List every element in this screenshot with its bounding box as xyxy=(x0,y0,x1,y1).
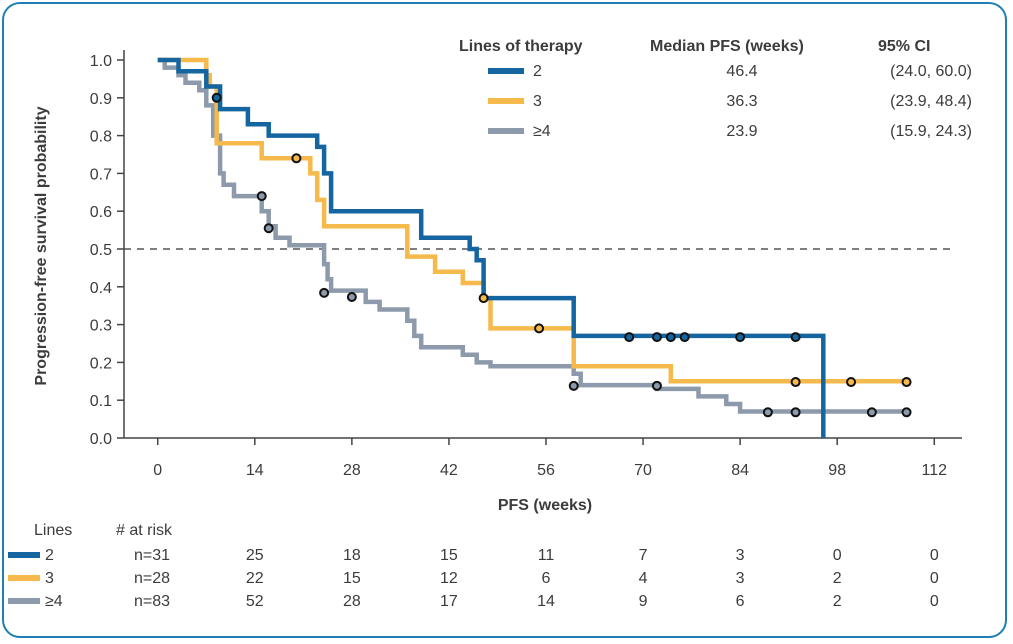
y-tick-label: 0.6 xyxy=(90,204,112,221)
risk-cell: 4 xyxy=(639,570,648,587)
risk-cell: 0 xyxy=(930,570,939,587)
censor-marker xyxy=(866,407,877,418)
risk-cell: 2 xyxy=(833,570,842,587)
censor-marker xyxy=(346,292,357,303)
risk-table: Lines # at risk xyxy=(34,522,173,539)
legend-label: 2 xyxy=(533,63,542,80)
legend-ci: (24.0, 60.0) xyxy=(890,63,972,80)
censor-marker xyxy=(790,407,801,418)
risk-cell: 2 xyxy=(833,593,842,610)
risk-cell: 3 xyxy=(736,547,745,564)
legend-median: 46.4 xyxy=(726,63,757,80)
y-tick-label: 0.2 xyxy=(90,355,112,372)
censor-marker xyxy=(901,377,912,388)
x-tick-label: 70 xyxy=(634,462,652,479)
series-line-ge4 xyxy=(157,57,907,414)
risk-cell: 14 xyxy=(537,593,555,610)
risk-cell: 9 xyxy=(639,593,648,610)
legend-label: 3 xyxy=(533,93,542,110)
legend-median: 23.9 xyxy=(726,123,757,140)
risk-rows: 2 n=31 25 18 15 11 7 3 0 0 3 n=28 22 15 12 6 4 3 2 0 ≥4 n=83 5… xyxy=(8,547,939,610)
y-tick-label: 0.0 xyxy=(90,431,112,448)
risk-cell: 6 xyxy=(736,593,745,610)
censor-marker xyxy=(624,332,635,343)
legend-median: 36.3 xyxy=(726,93,757,110)
risk-cell: 7 xyxy=(639,547,648,564)
risk-cell: 18 xyxy=(343,547,361,564)
censor-marker xyxy=(790,332,801,343)
risk-row-label: 2 xyxy=(45,547,54,564)
y-tick-label: 0.1 xyxy=(90,393,112,410)
risk-cell: 6 xyxy=(542,570,551,587)
x-tick-label: 112 xyxy=(922,462,948,479)
censor-marker xyxy=(291,153,302,164)
series-layer xyxy=(157,57,912,438)
y-tick-label: 1.0 xyxy=(90,53,112,70)
y-tick-label: 0.8 xyxy=(90,129,112,146)
risk-cell: n=31 xyxy=(134,547,170,564)
censor-marker xyxy=(679,332,690,343)
risk-cell: 0 xyxy=(930,547,939,564)
y-tick-label: 0.9 xyxy=(90,91,112,108)
legend-ci: (23.9, 48.4) xyxy=(890,93,972,110)
y-tick-label: 0.7 xyxy=(90,166,112,183)
risk-cell: 25 xyxy=(246,547,264,564)
legend: Lines of therapy Median PFS (weeks) 95% … xyxy=(459,38,930,55)
censor-marker xyxy=(651,332,662,343)
risk-cell: 0 xyxy=(833,547,842,564)
censor-marker xyxy=(256,191,267,202)
censor-marker xyxy=(319,287,330,298)
y-tick-label: 0.4 xyxy=(90,280,112,297)
risk-cell: 0 xyxy=(930,593,939,610)
risk-cell: 52 xyxy=(246,593,264,610)
x-axis-title: PFS (weeks) xyxy=(498,497,592,514)
risk-row-label: 3 xyxy=(45,570,54,587)
legend-header-median: Median PFS (weeks) xyxy=(650,38,804,55)
risk-header-at-risk: # at risk xyxy=(116,522,173,539)
risk-cell: 3 xyxy=(736,570,745,587)
legend-ci: (15.9, 24.3) xyxy=(890,123,972,140)
censor-marker xyxy=(846,377,857,388)
x-tick-label: 98 xyxy=(828,462,846,479)
risk-cell: n=83 xyxy=(134,593,170,610)
x-tick-label: 42 xyxy=(440,462,458,479)
censor-marker xyxy=(665,332,676,343)
censor-marker xyxy=(211,92,222,103)
risk-cell: 22 xyxy=(246,570,264,587)
legend-header-ci: 95% CI xyxy=(878,38,930,55)
censor-marker xyxy=(478,293,489,304)
censor-marker xyxy=(790,377,801,388)
risk-cell: 15 xyxy=(343,570,361,587)
censor-marker xyxy=(534,323,545,334)
censor-marker xyxy=(735,332,746,343)
censor-marker xyxy=(568,380,579,391)
risk-cell: 28 xyxy=(343,593,361,610)
censor-marker xyxy=(263,223,274,234)
tick-layer: 0.00.10.20.30.40.50.60.70.80.91.00 14 28 42… xyxy=(90,53,947,479)
legend-header-lines: Lines of therapy xyxy=(459,38,583,55)
censor-marker xyxy=(762,407,773,418)
risk-cell: 17 xyxy=(440,593,458,610)
chart-frame xyxy=(2,2,1007,638)
x-tick-label: 0 xyxy=(153,462,162,479)
x-tick-label: 56 xyxy=(537,462,555,479)
censor-marker xyxy=(651,380,662,391)
risk-cell: 11 xyxy=(538,547,555,564)
legend-label: ≥4 xyxy=(533,123,551,140)
risk-cell: 12 xyxy=(440,570,458,587)
x-tick-label: 28 xyxy=(343,462,361,479)
risk-header-lines: Lines xyxy=(34,522,72,539)
y-tick-label: 0.5 xyxy=(90,242,112,259)
risk-cell: 15 xyxy=(440,547,458,564)
risk-cell: n=28 xyxy=(134,570,170,587)
legend-rows: 2 46.4 (24.0, 60.0) 3 36.3 (23.9, 48.4) ≥4 23.9… xyxy=(488,63,972,140)
censor-marker xyxy=(901,407,912,418)
y-tick-label: 0.3 xyxy=(90,318,112,335)
x-tick-label: 84 xyxy=(731,462,749,479)
y-axis-title: Progression-free survival probability xyxy=(33,106,50,385)
risk-row-label: ≥4 xyxy=(45,593,63,610)
x-tick-label: 14 xyxy=(246,462,264,479)
